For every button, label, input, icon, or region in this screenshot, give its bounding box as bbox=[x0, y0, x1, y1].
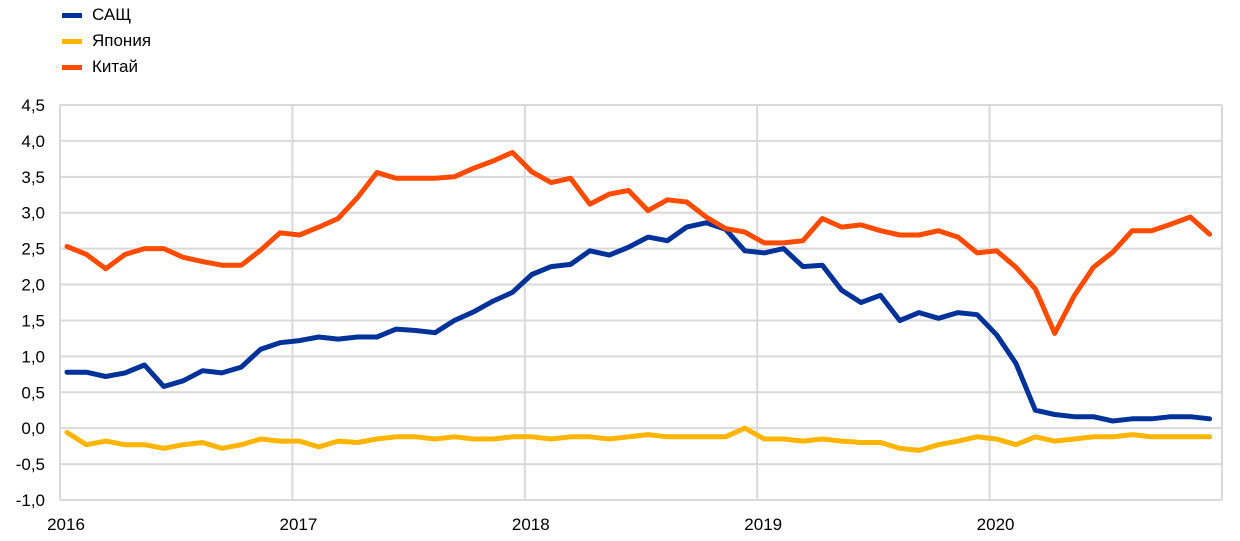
x-tick-label: 2018 bbox=[512, 515, 550, 534]
y-tick-label: 1,5 bbox=[21, 311, 45, 330]
y-tick-label: 4,5 bbox=[21, 96, 45, 115]
y-tick-label: 0,5 bbox=[21, 383, 45, 402]
series-line bbox=[64, 149, 1213, 336]
y-tick-label: -1,0 bbox=[16, 491, 45, 510]
x-tick-label: 2019 bbox=[744, 515, 782, 534]
y-tick-label: 2,5 bbox=[21, 240, 45, 259]
legend-item-china: Китай bbox=[62, 54, 151, 80]
y-tick-label: 0,0 bbox=[21, 419, 45, 438]
legend-label: Китай bbox=[92, 57, 138, 76]
legend-label: САЩ bbox=[92, 5, 132, 24]
legend-swatch bbox=[62, 12, 82, 18]
legend-item-japan: Япония bbox=[62, 28, 151, 54]
legend: САЩ Япония Китай bbox=[62, 2, 151, 80]
series-line bbox=[64, 220, 1213, 424]
x-tick-label: 2016 bbox=[47, 515, 85, 534]
legend-label: Япония bbox=[92, 31, 152, 50]
legend-swatch bbox=[62, 38, 82, 44]
legend-item-usa: САЩ bbox=[62, 2, 151, 28]
series-line bbox=[64, 425, 1213, 453]
legend-swatch bbox=[62, 64, 82, 70]
x-tick-label: 2017 bbox=[279, 515, 317, 534]
y-tick-label: 2,0 bbox=[21, 276, 45, 295]
y-tick-label: 4,0 bbox=[21, 132, 45, 151]
x-tick-label: 2020 bbox=[977, 515, 1015, 534]
y-tick-label: 3,5 bbox=[21, 168, 45, 187]
y-tick-label: 3,0 bbox=[21, 204, 45, 223]
y-tick-label: -0,5 bbox=[16, 455, 45, 474]
y-tick-label: 1,0 bbox=[21, 347, 45, 366]
